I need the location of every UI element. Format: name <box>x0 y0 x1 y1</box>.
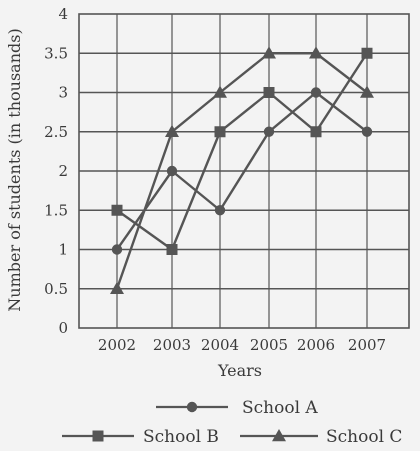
legend-item: School B <box>62 427 219 447</box>
data-point <box>309 46 323 59</box>
y-tick-label: 3.5 <box>44 44 68 62</box>
legend-marker <box>92 430 104 442</box>
data-point <box>214 205 226 216</box>
data-point <box>166 244 178 255</box>
data-point <box>213 85 227 98</box>
y-tick-label: 1.5 <box>44 201 68 219</box>
x-tick-label: 2004 <box>201 336 239 354</box>
series-line <box>115 52 368 290</box>
data-point <box>166 165 178 177</box>
y-tick-label: 2 <box>58 162 68 180</box>
series-line <box>116 91 368 251</box>
x-tick-label: 2002 <box>98 336 136 354</box>
data-point <box>310 126 322 138</box>
plot-border <box>78 13 410 329</box>
data-point <box>263 87 275 98</box>
legend-item: School C <box>240 427 402 447</box>
data-point <box>361 47 373 59</box>
data-point <box>214 126 226 138</box>
y-axis-ticks: 0 0.5 1 1.5 2 2.5 3 3.5 4 <box>44 5 68 337</box>
series-school-c <box>110 46 374 294</box>
data-point <box>361 126 373 137</box>
series-lines <box>110 46 374 294</box>
data-point <box>111 204 123 216</box>
legend-label: School C <box>326 427 402 447</box>
y-tick-label: 0 <box>58 319 68 337</box>
x-tick-label: 2003 <box>153 336 191 354</box>
data-point <box>263 126 275 137</box>
x-tick-label: 2006 <box>297 336 335 354</box>
legend-marker <box>272 429 286 442</box>
x-axis-ticks: 2002 2003 2004 2005 2006 2007 <box>98 336 386 354</box>
data-point <box>110 281 124 294</box>
data-point <box>165 124 179 137</box>
series-line <box>116 52 369 251</box>
legend-label: School A <box>242 398 318 418</box>
plot-frame <box>78 13 410 329</box>
y-tick-label: 2.5 <box>44 123 68 141</box>
data-point <box>360 85 374 98</box>
data-point <box>111 244 123 255</box>
grid-lines <box>79 14 409 328</box>
y-tick-label: 1 <box>58 241 68 259</box>
x-axis-title: Years <box>217 361 262 380</box>
series-school-a <box>111 87 373 255</box>
y-tick-label: 0.5 <box>44 280 68 298</box>
series-school-b <box>111 47 373 255</box>
legend-label: School B <box>143 427 219 447</box>
legend-marker <box>186 401 198 413</box>
legend-item: School A <box>156 398 318 418</box>
legend: School A School B School C <box>62 398 402 447</box>
y-tick-label: 3 <box>58 84 68 102</box>
y-tick-label: 4 <box>58 5 68 23</box>
data-point <box>310 87 322 98</box>
x-tick-label: 2007 <box>348 336 386 354</box>
data-point <box>262 46 276 59</box>
y-axis-title: Number of students (in thousands) <box>5 28 24 311</box>
x-tick-label: 2005 <box>250 336 288 354</box>
